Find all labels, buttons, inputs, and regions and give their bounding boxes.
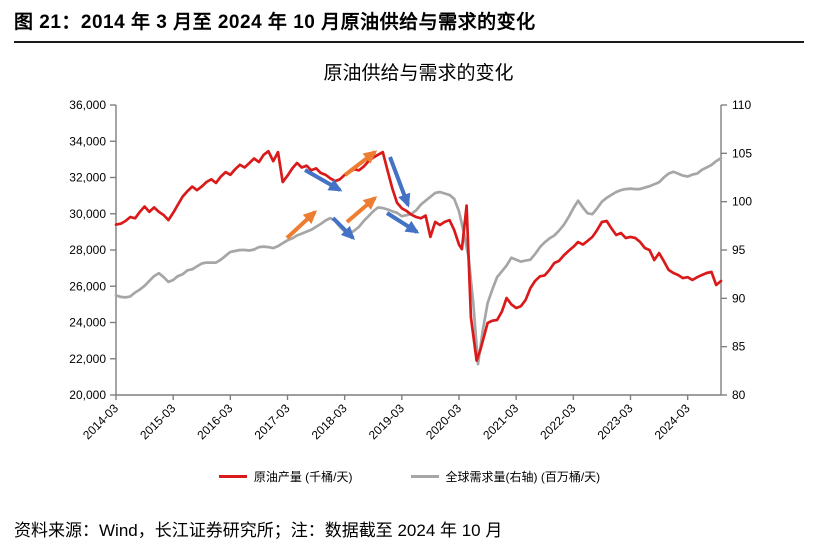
supply-demand-line-chart: 36,000 34,000 32,000 30,000 28,000 26,000 24,0… [69,98,752,442]
left-axis-tick-label: 20,000 [69,388,106,402]
left-axis-tick-label: 28,000 [69,243,106,257]
blue-down-arrow [385,211,420,234]
title-divider [14,41,804,43]
legend-label-production: 原油产量 (千桶/天) [253,470,353,484]
left-axis-tick-label: 36,000 [69,98,106,112]
x-axis-tick-label: 2017-03 [252,401,293,442]
chart-legend: 原油产量 (千桶/天) 全球需求量(右轴) (百万桶/天) [0,468,819,485]
x-axis-tick-label: 2022-03 [537,401,578,442]
x-axis-tick-label: 2015-03 [137,401,178,442]
x-axis-tick-label: 2020-03 [423,401,464,442]
source-note: 资料来源：Wind，长江证券研究所；注：数据截至 2024 年 10 月 [14,521,503,540]
demand-line [114,156,723,366]
chart-title: 原油供给与需求的变化 [323,63,514,84]
x-axis-tick-label: 2014-03 [80,401,121,442]
left-axis-tick-label: 32,000 [69,171,106,185]
right-axis-tick-label: 105 [732,146,752,160]
right-axis-tick-label: 95 [732,243,746,257]
x-axis-tick-label: 2019-03 [366,401,407,442]
production-line [114,149,723,362]
right-axis-tick-label: 85 [732,340,746,354]
left-axis-tick-label: 26,000 [69,279,106,293]
blue-down-arrow [304,168,343,192]
orange-up-arrow [345,196,378,224]
x-axis-tick-label: 2016-03 [194,401,235,442]
legend-item-production: 原油产量 (千桶/天) [218,468,353,485]
left-axis-tick-label: 22,000 [69,352,106,366]
blue-down-arrow [331,216,355,240]
left-axis-tick-label: 24,000 [69,316,106,330]
x-axis-tick-label: 2024-03 [652,401,693,442]
production-line-sample [218,475,247,478]
legend-label-demand: 全球需求量(右轴) (百万桶/天) [445,470,601,484]
right-axis-tick-label: 100 [732,195,752,209]
right-axis-tick-label: 90 [732,291,746,305]
left-axis-tick-label: 30,000 [69,207,106,221]
figure-title: 图 21：2014 年 3 月至 2024 年 10 月原油供给与需求的变化 [14,12,536,33]
legend-item-demand: 全球需求量(右轴) (百万桶/天) [410,468,601,485]
left-axis-tick-label: 34,000 [69,134,106,148]
x-axis-tick-label: 2021-03 [480,401,521,442]
demand-line-sample [410,475,439,478]
x-axis-tick-label: 2023-03 [595,401,636,442]
orange-up-arrow [285,210,318,240]
orange-up-arrow [343,150,378,177]
blue-down-arrow [388,156,411,208]
x-axis-tick-label: 2018-03 [309,401,350,442]
right-axis-tick-label: 110 [732,98,751,112]
right-axis-tick-label: 80 [732,388,746,402]
